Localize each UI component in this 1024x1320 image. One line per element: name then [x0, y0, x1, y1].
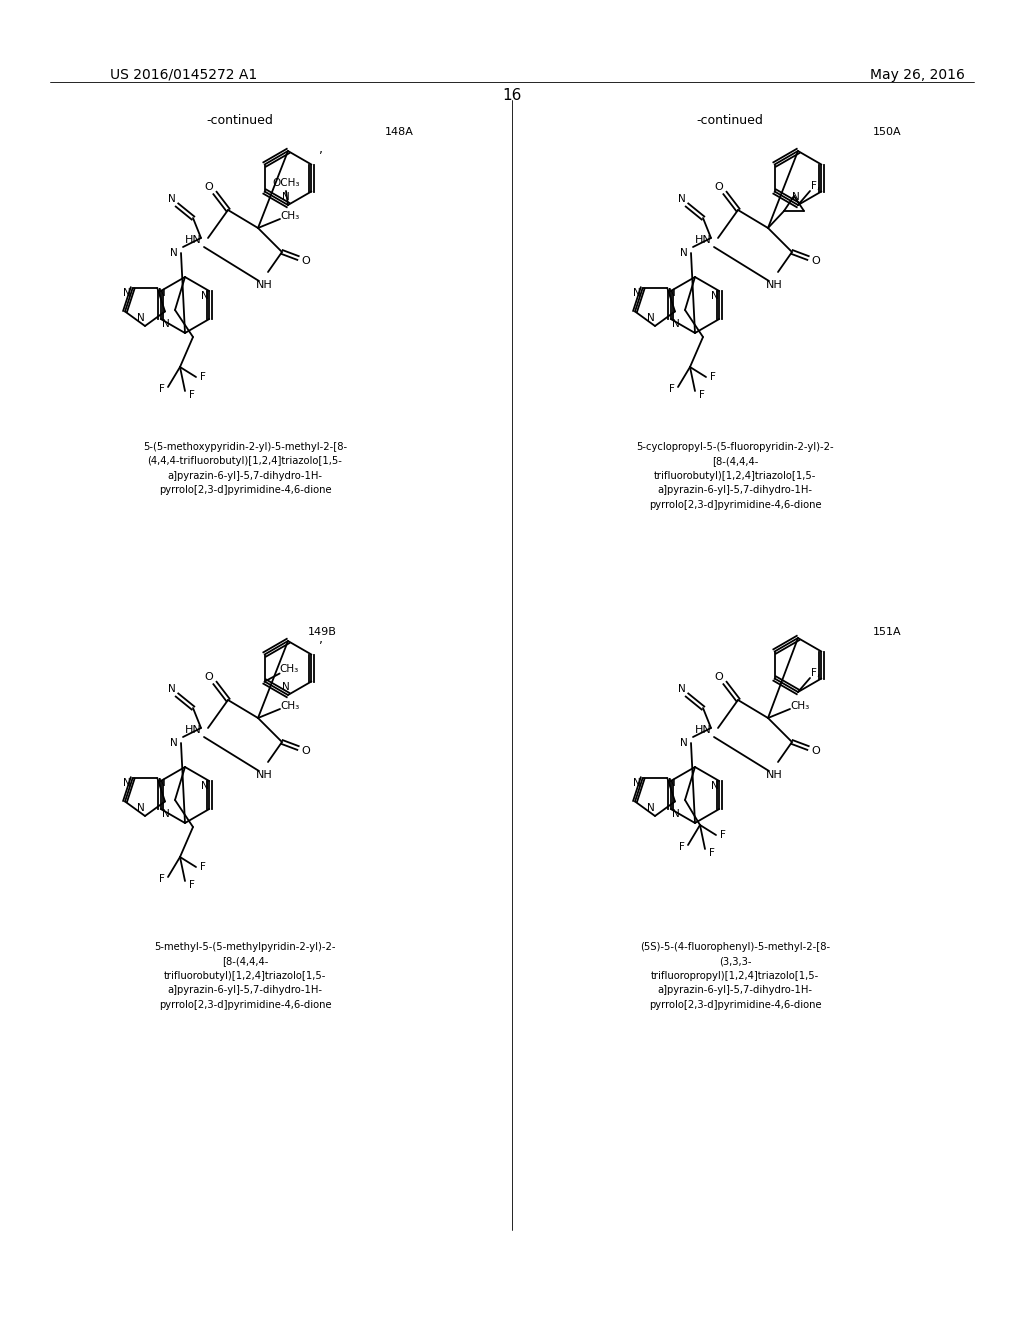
Text: N: N: [283, 191, 290, 202]
Text: N: N: [202, 290, 209, 301]
Text: N: N: [712, 781, 719, 791]
Text: HN: HN: [694, 725, 712, 735]
Text: 16: 16: [503, 87, 521, 103]
Text: F: F: [709, 847, 715, 858]
Text: CH₃: CH₃: [279, 664, 298, 675]
Text: ,: ,: [319, 632, 323, 645]
Text: NH: NH: [256, 280, 272, 290]
Text: N: N: [168, 684, 176, 694]
Text: (5S)-5-(4-fluorophenyl)-5-methyl-2-[8-
(3,3,3-
trifluoropropyl)[1,2,4]triazolo[1: (5S)-5-(4-fluorophenyl)-5-methyl-2-[8- (…: [640, 942, 830, 1010]
Text: N: N: [678, 684, 686, 694]
Text: F: F: [669, 384, 675, 393]
Text: F: F: [189, 880, 195, 890]
Text: F: F: [159, 384, 165, 393]
Text: May 26, 2016: May 26, 2016: [870, 69, 965, 82]
Text: -continued: -continued: [696, 114, 764, 127]
Text: HN: HN: [694, 235, 712, 246]
Text: O: O: [205, 182, 213, 191]
Text: O: O: [715, 672, 723, 682]
Text: N: N: [793, 191, 800, 202]
Text: -continued: -continued: [207, 114, 273, 127]
Text: ,: ,: [319, 143, 323, 156]
Text: N: N: [162, 319, 170, 329]
Text: N: N: [202, 781, 209, 791]
Text: N: N: [137, 313, 144, 323]
Text: O: O: [812, 256, 820, 267]
Text: F,: F,: [811, 668, 820, 678]
Text: O: O: [812, 746, 820, 756]
Text: N: N: [123, 288, 130, 298]
Text: NH: NH: [766, 280, 782, 290]
Text: N: N: [159, 288, 166, 298]
Text: N: N: [162, 809, 170, 818]
Text: CH₃: CH₃: [281, 701, 300, 711]
Text: O: O: [715, 182, 723, 191]
Text: F,: F,: [811, 181, 820, 191]
Text: N: N: [672, 319, 680, 329]
Text: 150A: 150A: [873, 127, 901, 137]
Text: F: F: [720, 830, 726, 840]
Text: CH₃: CH₃: [791, 701, 810, 711]
Text: HN: HN: [184, 235, 202, 246]
Text: HN: HN: [184, 725, 202, 735]
Text: F: F: [200, 862, 206, 873]
Text: NH: NH: [766, 770, 782, 780]
Text: 5-cyclopropyl-5-(5-fluoropyridin-2-yl)-2-
[8-(4,4,4-
trifluorobutyl)[1,2,4]triaz: 5-cyclopropyl-5-(5-fluoropyridin-2-yl)-2…: [636, 442, 834, 510]
Text: OCH₃: OCH₃: [272, 178, 300, 187]
Text: 5-(5-methoxypyridin-2-yl)-5-methyl-2-[8-
(4,4,4-trifluorobutyl)[1,2,4]triazolo[1: 5-(5-methoxypyridin-2-yl)-5-methyl-2-[8-…: [143, 442, 347, 495]
Text: N: N: [170, 738, 178, 748]
Text: N: N: [633, 777, 641, 788]
Text: N: N: [170, 248, 178, 257]
Text: N: N: [137, 803, 144, 813]
Text: O: O: [302, 256, 310, 267]
Text: N: N: [283, 682, 290, 692]
Text: F: F: [679, 842, 685, 851]
Text: N: N: [669, 777, 676, 788]
Text: O: O: [302, 746, 310, 756]
Text: 149B: 149B: [308, 627, 337, 638]
Text: 5-methyl-5-(5-methylpyridin-2-yl)-2-
[8-(4,4,4-
trifluorobutyl)[1,2,4]triazolo[1: 5-methyl-5-(5-methylpyridin-2-yl)-2- [8-…: [155, 942, 336, 1010]
Text: N: N: [647, 313, 655, 323]
Text: F: F: [699, 389, 705, 400]
Text: N: N: [123, 777, 130, 788]
Text: N: N: [680, 738, 688, 748]
Text: NH: NH: [256, 770, 272, 780]
Text: F: F: [159, 874, 165, 884]
Text: N: N: [712, 290, 719, 301]
Text: F: F: [710, 372, 716, 381]
Text: 148A: 148A: [385, 127, 414, 137]
Text: US 2016/0145272 A1: US 2016/0145272 A1: [110, 69, 257, 82]
Text: N: N: [678, 194, 686, 205]
Text: N: N: [168, 194, 176, 205]
Text: N: N: [669, 288, 676, 298]
Text: O: O: [205, 672, 213, 682]
Text: F: F: [200, 372, 206, 381]
Text: CH₃: CH₃: [281, 211, 300, 220]
Text: F: F: [189, 389, 195, 400]
Text: N: N: [633, 288, 641, 298]
Text: N: N: [647, 803, 655, 813]
Text: N: N: [680, 248, 688, 257]
Text: N: N: [159, 777, 166, 788]
Text: 151A: 151A: [873, 627, 901, 638]
Text: N: N: [672, 809, 680, 818]
